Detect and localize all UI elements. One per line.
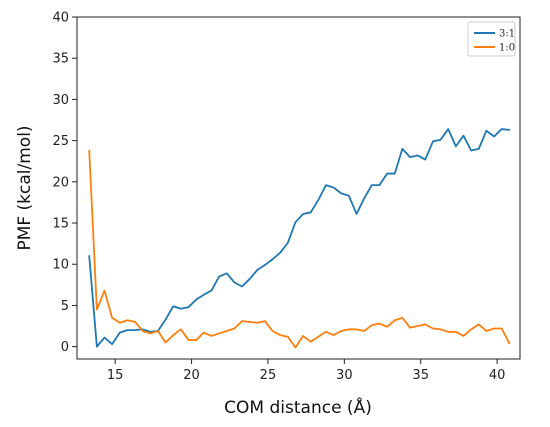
x-tick-label: 25: [260, 368, 277, 383]
y-tick-label: 30: [52, 93, 69, 108]
legend-label-series-1: 1:0: [499, 43, 515, 54]
ticks-layer: 15 20 25 30 35 40 0 5 10 15 20 25 30 35 40: [52, 11, 505, 384]
y-tick-label: 0: [61, 340, 69, 355]
legend-label-series-0: 3:1: [499, 29, 515, 40]
x-tick-label: 30: [336, 368, 353, 383]
y-tick-label: 20: [52, 175, 69, 190]
x-tick-label: 35: [412, 368, 429, 383]
plot-area: [76, 16, 521, 360]
y-tick-label: 5: [61, 299, 69, 314]
series-line-1: [88, 149, 511, 349]
y-tick-label: 35: [52, 52, 69, 67]
y-tick-label: 25: [52, 134, 69, 149]
x-tick-label: 20: [183, 368, 200, 383]
series-line-0: [88, 128, 511, 348]
y-tick-label: 40: [52, 11, 69, 26]
legend: 3:1 1:0: [467, 21, 516, 57]
y-axis-title: PMF (kcal/mol): [15, 125, 35, 250]
x-axis-title: COM distance (Å): [224, 396, 372, 418]
series-layer: [88, 128, 511, 349]
y-tick-label: 10: [52, 258, 69, 273]
x-tick-label: 40: [489, 368, 506, 383]
y-tick-label: 15: [52, 217, 69, 232]
x-tick-label: 15: [107, 368, 124, 383]
